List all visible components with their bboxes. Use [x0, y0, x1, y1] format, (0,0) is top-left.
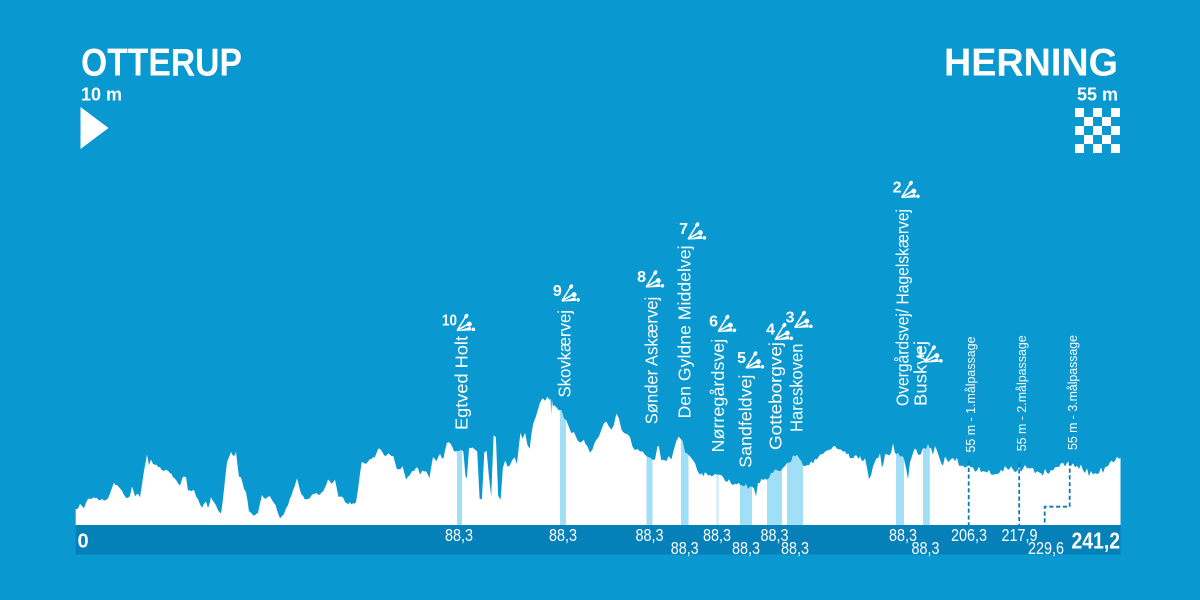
svg-text:10 m: 10 m	[81, 85, 122, 105]
svg-text:HERNING: HERNING	[944, 42, 1118, 85]
svg-text:8: 8	[637, 269, 646, 286]
svg-text:241,2: 241,2	[1072, 528, 1121, 554]
svg-text:2: 2	[893, 179, 902, 196]
svg-text:217,9: 217,9	[1002, 525, 1038, 545]
svg-text:Overgårdsvej/ Hagelskærvej: Overgårdsvej/ Hagelskærvej	[892, 209, 912, 406]
svg-text:88,3: 88,3	[889, 525, 917, 545]
svg-text:Skovkærvej: Skovkærvej	[554, 310, 574, 398]
svg-text:0: 0	[78, 531, 89, 553]
svg-text:7: 7	[679, 221, 688, 238]
svg-text:Egtved Holt: Egtved Holt	[451, 336, 471, 430]
svg-text:Gotteborgvej: Gotteborgvej	[765, 342, 785, 450]
svg-text:Sønder Askærvej: Sønder Askærvej	[641, 297, 661, 425]
svg-text:55 m: 55 m	[1077, 85, 1118, 105]
svg-text:OTTERUP: OTTERUP	[81, 42, 242, 85]
svg-text:55 m - 1.målpassage: 55 m - 1.målpassage	[963, 337, 978, 453]
svg-text:88,3: 88,3	[781, 538, 809, 558]
svg-text:88,3: 88,3	[912, 538, 940, 558]
svg-text:1: 1	[916, 344, 925, 361]
svg-text:Sandfeldvej: Sandfeldvej	[735, 375, 755, 468]
svg-text:Nørregårdsvej: Nørregårdsvej	[708, 339, 728, 453]
svg-text:4: 4	[766, 321, 775, 338]
svg-text:9: 9	[553, 283, 562, 300]
svg-text:88,3: 88,3	[761, 525, 789, 545]
svg-text:3: 3	[786, 309, 795, 326]
svg-text:10: 10	[442, 312, 457, 329]
svg-text:88,3: 88,3	[703, 525, 731, 545]
svg-text:88,3: 88,3	[549, 525, 577, 545]
svg-text:Hareskoven: Hareskoven	[786, 344, 806, 433]
svg-text:55 m - 2.målpassage: 55 m - 2.målpassage	[1014, 335, 1029, 451]
svg-text:88,3: 88,3	[445, 525, 473, 545]
svg-text:88,3: 88,3	[671, 538, 699, 558]
svg-text:Den Gyldne Middelvej: Den Gyldne Middelvej	[674, 246, 694, 419]
svg-text:6: 6	[709, 313, 718, 330]
svg-text:5: 5	[737, 350, 746, 367]
svg-text:88,3: 88,3	[636, 525, 664, 545]
svg-text:55 m - 3.målpassage: 55 m - 3.målpassage	[1065, 335, 1080, 450]
svg-text:Buskvej: Buskvej	[910, 341, 930, 406]
svg-text:88,3: 88,3	[732, 538, 760, 558]
svg-text:206,3: 206,3	[951, 525, 987, 545]
svg-text:229,6: 229,6	[1028, 538, 1064, 558]
